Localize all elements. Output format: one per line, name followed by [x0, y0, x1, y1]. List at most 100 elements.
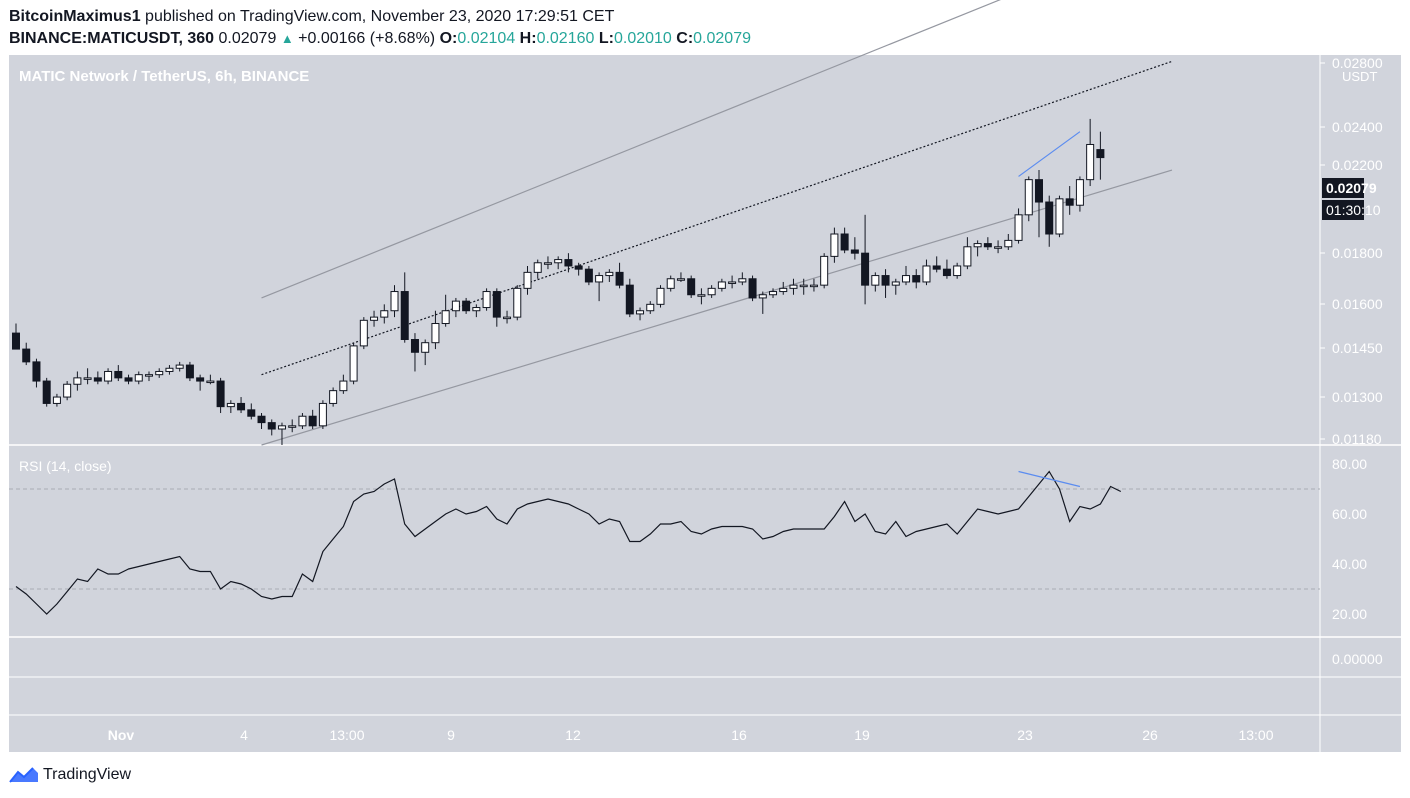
- candle-body: [349, 345, 358, 382]
- candle-body: [380, 310, 389, 318]
- channel-upper-line: [261, 0, 1001, 299]
- candle-body: [185, 364, 194, 379]
- candle: [144, 371, 153, 382]
- channel-middle-line: [261, 60, 1173, 376]
- candle-body: [687, 278, 696, 296]
- candle-body: [410, 338, 419, 353]
- candle-body: [206, 380, 215, 384]
- candle: [953, 262, 962, 279]
- time-tick-label: 9: [447, 727, 455, 743]
- candle-body: [523, 271, 532, 289]
- low-label: L:: [598, 30, 614, 47]
- candle-body: [625, 284, 634, 315]
- candle: [216, 377, 225, 414]
- candle-body: [144, 374, 153, 377]
- candle: [462, 297, 471, 314]
- candle: [1035, 170, 1043, 238]
- candle: [789, 278, 798, 295]
- candle: [42, 377, 51, 407]
- candle: [728, 275, 737, 289]
- candle-body: [83, 377, 92, 380]
- candle: [554, 256, 563, 270]
- time-tick-label: 13:00: [329, 727, 364, 743]
- candle: [175, 361, 184, 372]
- candle: [52, 393, 61, 407]
- candle: [513, 285, 522, 321]
- candle: [758, 291, 767, 314]
- price-tick-label: 0.01600: [1332, 296, 1383, 312]
- candle: [912, 269, 921, 289]
- candle-body: [646, 303, 655, 312]
- candle: [503, 310, 512, 324]
- candle-body: [472, 307, 481, 312]
- candle: [1065, 186, 1074, 215]
- rsi-tick-label: 80.00: [1332, 456, 1367, 472]
- candle: [1055, 195, 1064, 238]
- candle-body: [431, 323, 440, 344]
- candle-body: [881, 275, 890, 286]
- candle: [482, 288, 491, 311]
- candle-body: [22, 348, 31, 363]
- candle-body: [850, 249, 859, 254]
- candle-body: [533, 262, 542, 273]
- candle-body: [656, 287, 665, 305]
- candle: [12, 323, 20, 350]
- candle-body: [820, 255, 829, 286]
- candle: [318, 400, 327, 430]
- candle-body: [983, 243, 992, 248]
- candle-body: [277, 425, 286, 430]
- candle: [370, 310, 379, 327]
- candle-body: [1004, 239, 1013, 248]
- publish-line: BitcoinMaximus1 published on TradingView…: [9, 7, 614, 27]
- low-value: 0.02010: [613, 30, 672, 47]
- chart-area[interactable]: 0.02800 0.02400 0.02200 0.01800 0.01600 0.014…: [0, 0, 1410, 760]
- candle-body: [237, 402, 246, 411]
- candle-body: [1045, 201, 1054, 235]
- candle: [543, 256, 552, 270]
- candle: [73, 371, 82, 391]
- candle: [656, 285, 665, 308]
- candle-body: [799, 284, 808, 288]
- author-name[interactable]: BitcoinMaximus1: [9, 8, 141, 25]
- candle: [902, 265, 911, 286]
- candle: [963, 237, 972, 270]
- candle: [165, 365, 174, 375]
- candle-body: [728, 281, 737, 284]
- tradingview-brand: TradingView: [43, 766, 132, 783]
- candle-body: [1024, 179, 1033, 216]
- candle-body: [482, 291, 491, 309]
- rsi-line: [15, 470, 1122, 615]
- candle: [564, 253, 573, 273]
- candle: [1075, 176, 1084, 212]
- tradingview-footer[interactable]: TradingView: [9, 764, 131, 786]
- candle: [932, 256, 941, 273]
- candle-body: [891, 281, 900, 286]
- high-label: H:: [519, 30, 537, 47]
- high-value: 0.02160: [536, 30, 595, 47]
- candle: [329, 387, 338, 407]
- time-tick-label: 16: [731, 727, 747, 743]
- candle: [277, 422, 286, 445]
- candle: [93, 371, 102, 385]
- candle: [472, 304, 481, 318]
- candle-body: [308, 415, 317, 427]
- candle-body: [758, 294, 767, 299]
- candle: [441, 294, 450, 327]
- candle-body: [63, 383, 72, 398]
- candle: [687, 275, 696, 298]
- rsi-divergence-line: [1018, 470, 1081, 488]
- candle-body: [717, 281, 726, 289]
- price-tick-label: 0.02200: [1332, 157, 1383, 173]
- candle-body: [963, 246, 972, 267]
- candle-body: [830, 233, 839, 257]
- candle: [891, 278, 900, 295]
- candle: [32, 358, 41, 388]
- candle-body: [288, 425, 297, 428]
- candle-body: [196, 377, 205, 382]
- candle: [646, 301, 655, 314]
- candle: [349, 342, 358, 385]
- candle-body: [942, 268, 951, 277]
- candle: [994, 240, 1003, 254]
- candle-body: [52, 396, 61, 404]
- candle-body: [1086, 143, 1095, 181]
